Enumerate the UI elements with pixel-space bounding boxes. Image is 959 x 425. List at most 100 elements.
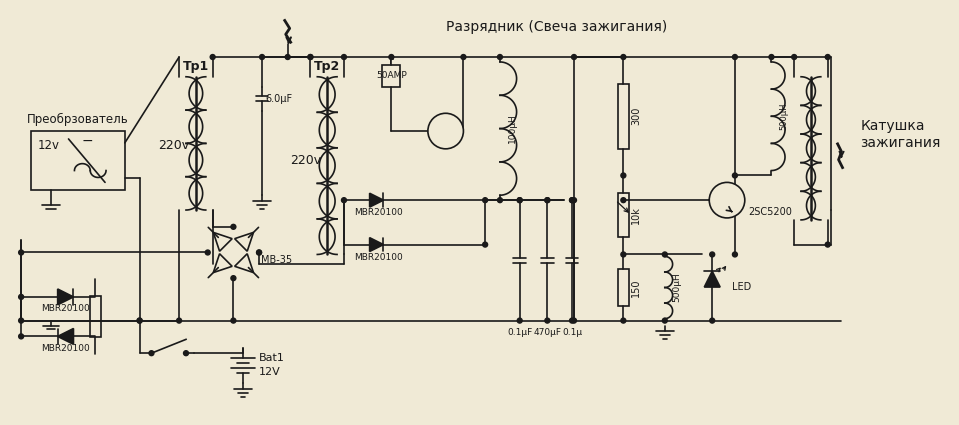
Text: Разрядник (Свеча зажигания): Разрядник (Свеча зажигания) (446, 20, 667, 34)
Circle shape (18, 295, 24, 299)
Circle shape (231, 276, 236, 280)
Circle shape (572, 198, 576, 203)
Circle shape (341, 198, 346, 203)
Text: 500μH: 500μH (672, 273, 682, 303)
Text: 0.1μ: 0.1μ (562, 328, 582, 337)
Circle shape (620, 198, 626, 203)
Text: 50AMP: 50AMP (376, 71, 407, 80)
Circle shape (620, 252, 626, 257)
Circle shape (308, 54, 313, 60)
Circle shape (428, 113, 463, 149)
Circle shape (572, 54, 576, 60)
Circle shape (257, 250, 262, 255)
Circle shape (733, 252, 737, 257)
Text: 220v: 220v (158, 139, 190, 152)
Text: F: F (388, 56, 394, 66)
Polygon shape (58, 289, 74, 305)
Circle shape (260, 54, 265, 60)
Text: MBR20100: MBR20100 (354, 253, 403, 262)
Circle shape (663, 318, 667, 323)
Circle shape (18, 334, 24, 339)
Text: LED: LED (732, 282, 751, 292)
Circle shape (570, 198, 574, 203)
Circle shape (176, 318, 181, 323)
Circle shape (257, 250, 262, 255)
Circle shape (663, 252, 667, 257)
Circle shape (517, 318, 522, 323)
Circle shape (733, 54, 737, 60)
Circle shape (826, 54, 830, 60)
Circle shape (769, 54, 774, 60)
Circle shape (620, 173, 626, 178)
Circle shape (482, 242, 487, 247)
Circle shape (149, 351, 153, 356)
Circle shape (710, 318, 714, 323)
Text: 12v: 12v (37, 139, 59, 152)
Text: 300: 300 (631, 107, 642, 125)
Circle shape (205, 250, 210, 255)
Circle shape (137, 318, 142, 323)
Circle shape (545, 198, 550, 203)
Text: 100μH: 100μH (508, 114, 517, 144)
Bar (618, 84, 629, 149)
Circle shape (341, 54, 346, 60)
Polygon shape (369, 238, 384, 252)
Text: 470μF: 470μF (533, 328, 561, 337)
Circle shape (570, 318, 574, 323)
Text: 2SC5200: 2SC5200 (749, 207, 793, 217)
Circle shape (710, 252, 714, 257)
Circle shape (792, 54, 797, 60)
Circle shape (285, 54, 291, 60)
Bar (90, 296, 101, 337)
Text: MBR20100: MBR20100 (41, 304, 90, 313)
Circle shape (482, 198, 487, 203)
Polygon shape (369, 193, 384, 207)
Circle shape (517, 198, 522, 203)
Text: 10k: 10k (631, 206, 642, 224)
Text: зажигания: зажигания (860, 136, 941, 150)
Circle shape (18, 250, 24, 255)
Circle shape (461, 54, 466, 60)
Text: MB-35: MB-35 (261, 255, 292, 265)
Bar (618, 193, 629, 237)
Circle shape (498, 54, 503, 60)
Text: 500μH: 500μH (780, 102, 788, 130)
Text: 0.1μF: 0.1μF (507, 328, 532, 337)
Text: MBR20100: MBR20100 (354, 209, 403, 218)
Circle shape (545, 198, 550, 203)
Text: 12V: 12V (259, 367, 281, 377)
Circle shape (498, 198, 503, 203)
Circle shape (733, 173, 737, 178)
Circle shape (183, 351, 189, 356)
Text: 6.0μF: 6.0μF (265, 94, 292, 105)
Text: MBR20100: MBR20100 (41, 344, 90, 353)
Circle shape (231, 318, 236, 323)
Polygon shape (58, 329, 74, 344)
Bar (618, 269, 629, 306)
Circle shape (570, 198, 574, 203)
Text: Тр2: Тр2 (314, 60, 340, 74)
Bar (31, 131, 125, 190)
Bar (383, 65, 400, 87)
Text: Bat1: Bat1 (259, 353, 285, 363)
Text: Катушка: Катушка (860, 119, 924, 133)
Circle shape (137, 318, 142, 323)
Text: Тр1: Тр1 (183, 60, 209, 74)
Text: 220v: 220v (290, 154, 321, 167)
Circle shape (389, 54, 394, 60)
Circle shape (517, 198, 522, 203)
Circle shape (210, 54, 215, 60)
Circle shape (572, 318, 576, 323)
Polygon shape (704, 271, 720, 287)
Circle shape (308, 54, 313, 60)
Text: Преобрзователь: Преобрзователь (27, 113, 129, 126)
Circle shape (18, 318, 24, 323)
Circle shape (620, 318, 626, 323)
Circle shape (826, 242, 830, 247)
Circle shape (545, 318, 550, 323)
Text: −: − (82, 134, 93, 148)
Circle shape (710, 182, 745, 218)
Circle shape (620, 54, 626, 60)
Circle shape (231, 224, 236, 229)
Text: 150: 150 (631, 278, 642, 297)
